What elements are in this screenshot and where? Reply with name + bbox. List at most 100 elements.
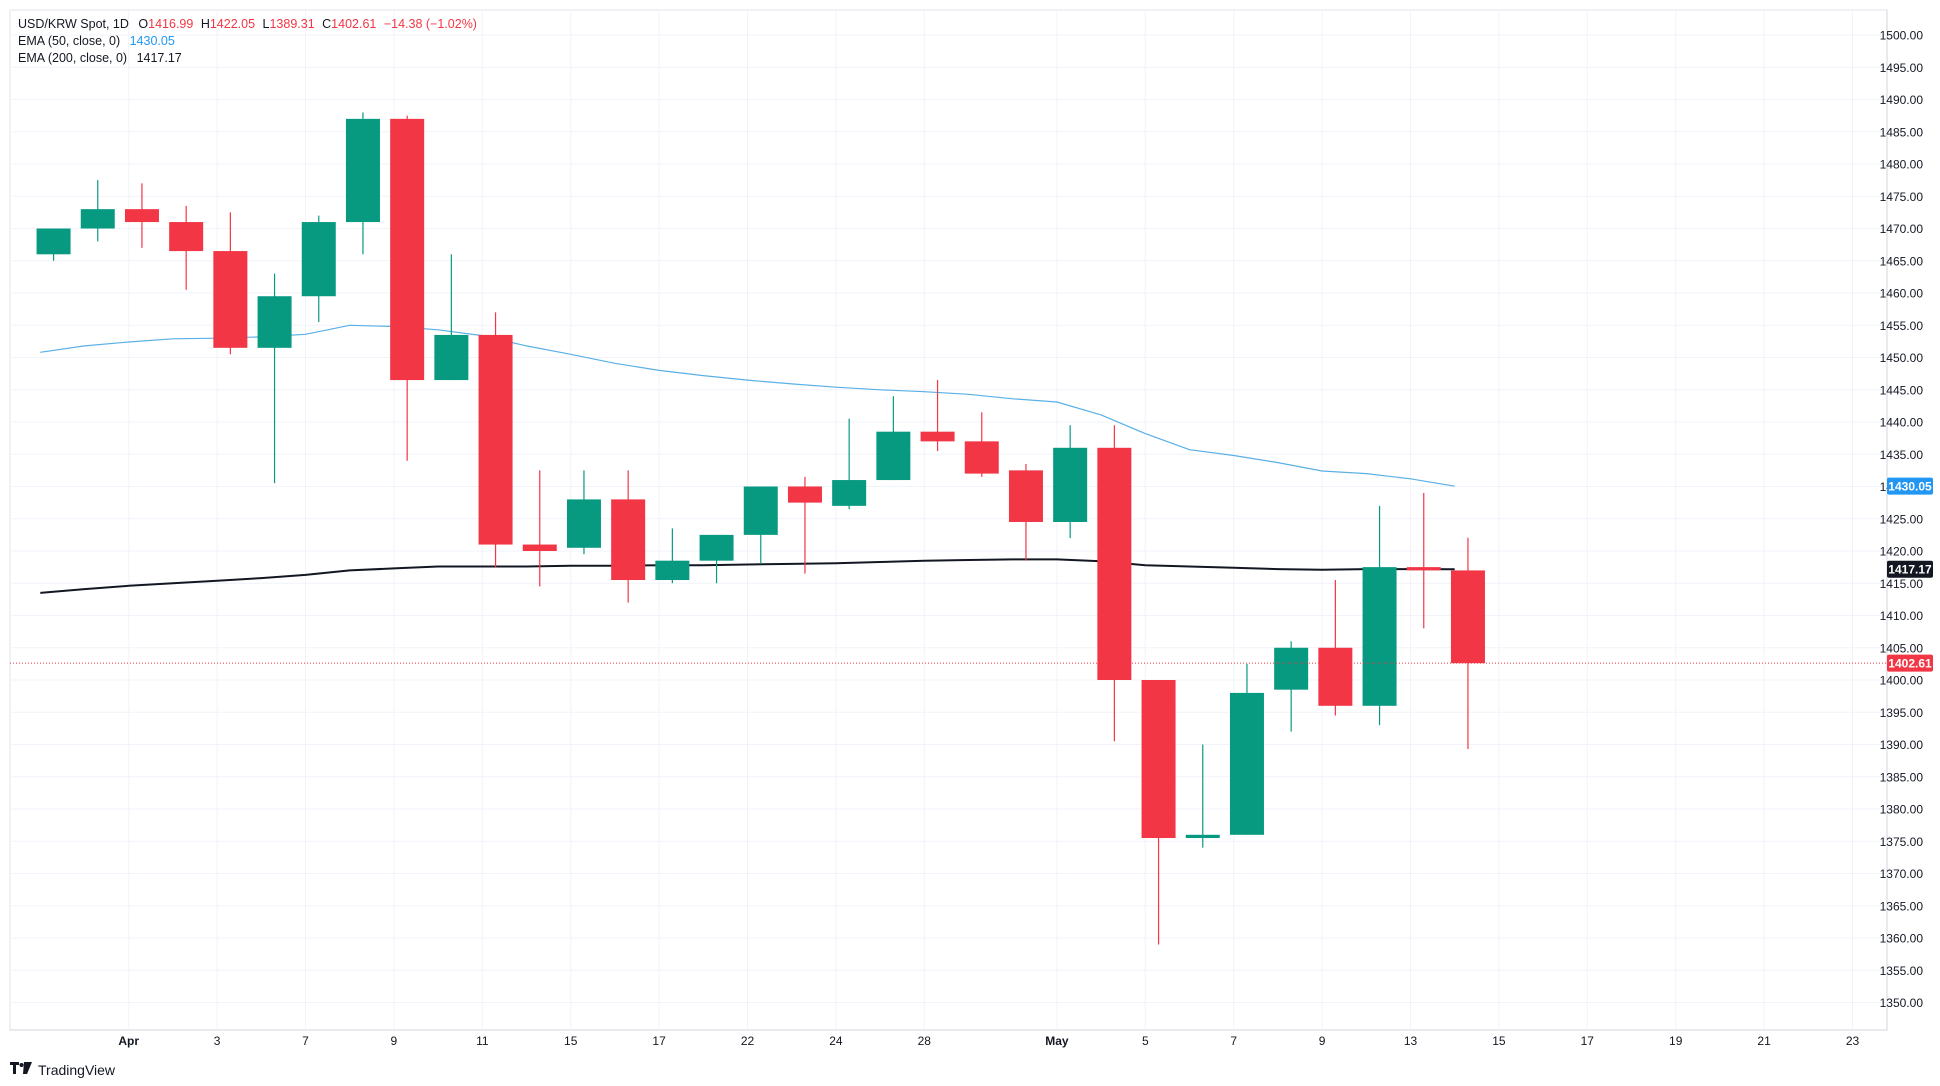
x-tick-label: 15 [1492, 1034, 1506, 1048]
ema50-label[interactable]: EMA (50, close, 0) [18, 34, 121, 48]
low-value: 1389.31 [269, 17, 315, 31]
candle[interactable] [1274, 641, 1309, 732]
candle[interactable] [345, 112, 380, 255]
candle[interactable] [434, 254, 469, 381]
chart-legend: USD/KRW Spot, 1D O1416.99 H1422.05 L1389… [18, 16, 477, 67]
price-badge: 1402.61 [1887, 654, 1933, 672]
candle[interactable] [1097, 425, 1132, 742]
candle[interactable] [522, 470, 557, 587]
candle[interactable] [478, 312, 513, 568]
candle-body [257, 296, 292, 348]
candle-body [213, 251, 248, 348]
y-tick-label: 1485.00 [1880, 125, 1924, 139]
x-tick-label: 15 [564, 1034, 578, 1048]
candle[interactable] [964, 412, 999, 477]
x-tick-label: 5 [1142, 1034, 1149, 1048]
y-tick-label: 1410.00 [1880, 609, 1924, 623]
candle-body [611, 499, 646, 581]
candle[interactable] [920, 380, 955, 452]
x-tick-label: 7 [302, 1034, 309, 1048]
candle[interactable] [876, 396, 911, 481]
candle-body [434, 334, 469, 381]
candle-body [345, 118, 380, 223]
candle[interactable] [743, 486, 778, 564]
candle-body [920, 431, 955, 442]
y-tick-label: 1405.00 [1880, 641, 1924, 655]
price-badge-bg [1887, 560, 1933, 578]
candle[interactable] [1141, 680, 1176, 945]
candle[interactable] [36, 228, 71, 261]
candle-body [699, 534, 734, 561]
candle[interactable] [787, 476, 822, 574]
y-tick-label: 1490.00 [1880, 93, 1924, 107]
candle[interactable] [611, 470, 646, 603]
candle[interactable] [1318, 580, 1353, 716]
candle[interactable] [1406, 492, 1441, 629]
candle[interactable] [1450, 537, 1485, 749]
y-tick-label: 1375.00 [1880, 835, 1924, 849]
price-badge-bg [1887, 477, 1933, 495]
tradingview-logo[interactable]: TradingView [10, 1061, 115, 1079]
x-tick-label: 7 [1230, 1034, 1237, 1048]
x-tick-label: 23 [1846, 1034, 1860, 1048]
symbol-label[interactable]: USD/KRW Spot, 1D [18, 17, 129, 31]
candle-body [1406, 567, 1441, 571]
x-tick-label: May [1045, 1034, 1069, 1048]
x-tick-label: 17 [652, 1034, 666, 1048]
legend-ema50-row[interactable]: EMA (50, close, 0) 1430.05 [18, 33, 477, 50]
candle-body [743, 486, 778, 535]
y-tick-label: 1365.00 [1880, 899, 1924, 913]
candle-body [832, 480, 867, 506]
candle[interactable] [80, 180, 115, 242]
candle[interactable] [301, 215, 336, 323]
candle[interactable] [169, 205, 204, 290]
candle-body [1097, 447, 1132, 680]
candle[interactable] [390, 115, 425, 461]
price-badge: 1417.17 [1887, 560, 1933, 578]
candle-body [655, 560, 690, 581]
candle-body [80, 209, 115, 229]
high-value: 1422.05 [209, 17, 256, 31]
candle[interactable] [257, 273, 292, 484]
y-tick-label: 1350.00 [1880, 996, 1924, 1010]
y-tick-label: 1420.00 [1880, 545, 1924, 559]
candle[interactable] [566, 470, 601, 555]
y-tick-label: 1390.00 [1880, 738, 1924, 752]
candle-body [1450, 570, 1485, 664]
candle[interactable] [699, 534, 734, 584]
y-tick-label: 1500.00 [1880, 29, 1924, 43]
candle[interactable] [1185, 744, 1220, 848]
candle[interactable] [655, 528, 690, 584]
candle-body [1229, 692, 1264, 835]
y-tick-label: 1475.00 [1880, 190, 1924, 204]
tradingview-logo-text: TradingView [38, 1062, 116, 1078]
candle[interactable] [213, 212, 248, 355]
candle[interactable] [1362, 505, 1397, 726]
candles-layer[interactable] [36, 112, 1485, 945]
ema200-label[interactable]: EMA (200, close, 0) [18, 51, 128, 65]
candle[interactable] [124, 183, 159, 248]
candle-body [1362, 567, 1397, 706]
legend-ema200-row[interactable]: EMA (200, close, 0) 1417.17 [18, 50, 477, 67]
change-value: −14.38 (−1.02%) [383, 17, 477, 31]
candle[interactable] [1053, 425, 1088, 539]
time-axis[interactable]: Apr 3 7 9 11 15 17 22 24 28 May 5 7 9 13 15 17 19 21 23 [118, 1034, 1859, 1048]
y-tick-label: 1465.00 [1880, 254, 1924, 268]
ema50-value: 1430.05 [129, 34, 175, 48]
price-badge-bg [1887, 654, 1933, 672]
candle[interactable] [832, 418, 867, 510]
ema200-layer [40, 558, 1455, 594]
candle-body [478, 334, 513, 545]
x-tick-label: 11 [476, 1034, 489, 1048]
x-tick-label: 9 [391, 1034, 398, 1048]
x-tick-label: 9 [1319, 1034, 1326, 1048]
y-tick-label: 1380.00 [1880, 803, 1924, 817]
price-axis[interactable]: 1350.00 1355.00 1360.00 1365.00 1370.00 1375.… [1880, 29, 1924, 1011]
candle[interactable] [1008, 463, 1043, 561]
x-tick-label: 17 [1581, 1034, 1595, 1048]
candle[interactable] [1229, 663, 1264, 835]
legend-ohlc-row[interactable]: USD/KRW Spot, 1D O1416.99 H1422.05 L1389… [18, 16, 477, 33]
price-badge-label: 1402.61 [1888, 656, 1932, 670]
